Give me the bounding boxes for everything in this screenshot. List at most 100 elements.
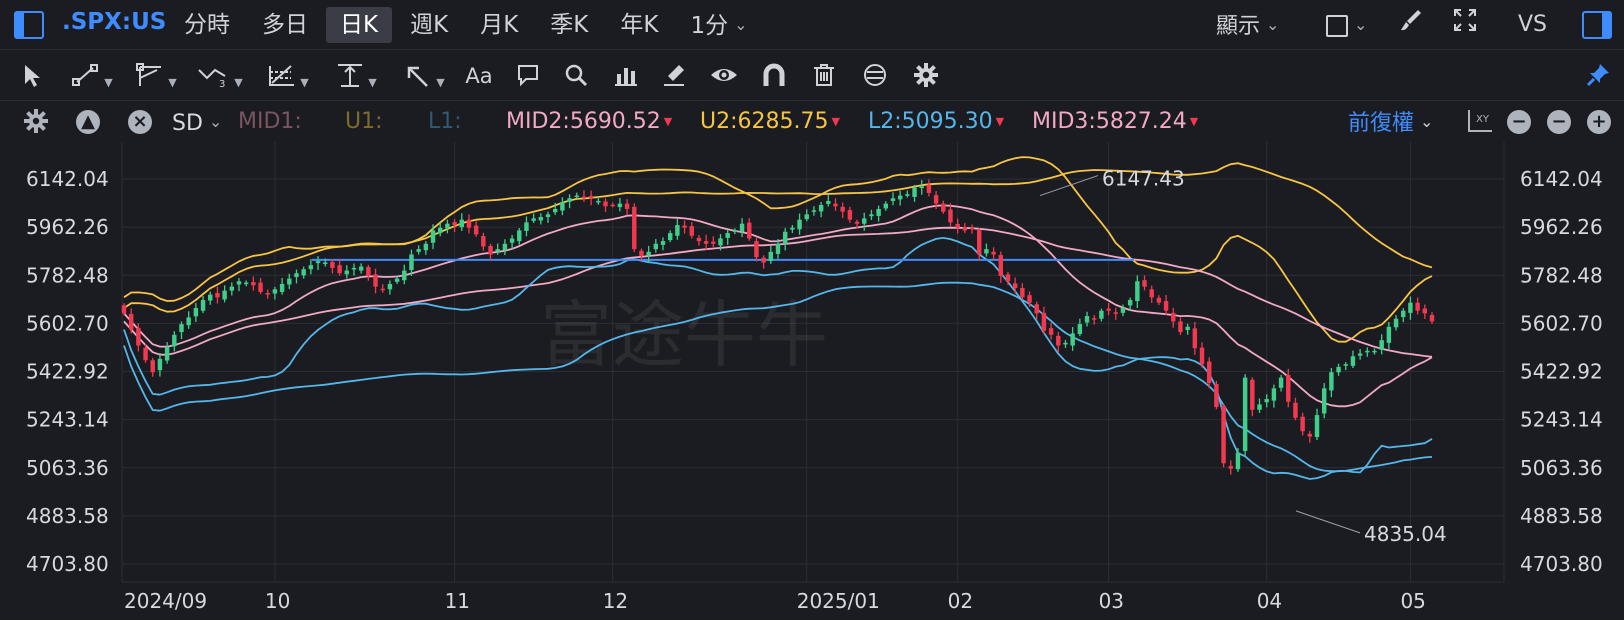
candle-body — [876, 208, 881, 216]
candles — [121, 179, 1435, 475]
y-tick-label: 5063.36 — [1520, 456, 1603, 480]
cursor-tool[interactable] — [18, 62, 44, 90]
delete-tool[interactable] — [810, 62, 838, 90]
zoom-in-icon[interactable]: + — [1587, 110, 1611, 134]
wave-tool[interactable]: 3 ▼ — [194, 62, 246, 90]
tab-yearly[interactable]: 年K — [620, 12, 659, 38]
candle-body — [272, 289, 278, 294]
candle-body — [488, 245, 493, 255]
collapse-up-icon[interactable]: ▲ — [76, 110, 100, 134]
indicator-settings-button[interactable] — [22, 108, 50, 136]
candle-body — [208, 294, 213, 301]
pin-button[interactable] — [1584, 62, 1612, 90]
sync-tool[interactable] — [860, 62, 890, 90]
brush-button[interactable] — [1398, 7, 1424, 43]
vs-button[interactable]: VS — [1518, 12, 1548, 37]
fib-tool[interactable]: ▼ — [262, 62, 314, 90]
candle-body — [1005, 274, 1011, 282]
candle-body — [682, 225, 687, 228]
candle-body — [301, 269, 306, 276]
symbol-label[interactable]: .SPX:US — [62, 9, 167, 35]
trash-icon — [814, 64, 834, 86]
tab-weekly[interactable]: 週K — [410, 12, 449, 38]
candle-body — [1142, 280, 1147, 287]
candle-body — [811, 210, 817, 212]
search-tool[interactable] — [562, 62, 590, 90]
candle-body — [1084, 316, 1090, 323]
mid2-value: MID2:5690.52 ▼ — [506, 108, 672, 136]
comment-tool[interactable] — [514, 62, 542, 90]
candle-body — [538, 217, 544, 221]
display-menu[interactable]: 顯示 ⌄ — [1216, 7, 1279, 43]
zoom-out-icon[interactable]: − — [1507, 110, 1531, 134]
candle-body — [366, 267, 371, 276]
layout-menu[interactable]: ⌄ — [1326, 7, 1367, 43]
candle-body — [912, 187, 917, 197]
candle-body — [797, 219, 802, 230]
candle-body — [186, 317, 191, 326]
down-triangle-icon: ▼ — [995, 115, 1005, 128]
tab-daily[interactable]: 日K — [326, 7, 393, 43]
candle-body — [804, 214, 809, 220]
fullscreen-button[interactable] — [1452, 7, 1478, 43]
candle-body — [193, 308, 199, 317]
candle-body — [1372, 350, 1377, 353]
tab-monthly[interactable]: 月K — [480, 12, 519, 38]
candle-body — [624, 203, 630, 209]
arrow-tool[interactable]: ▼ — [398, 62, 450, 90]
candle-body — [1365, 350, 1370, 353]
ray-tool[interactable]: ▼ — [130, 62, 182, 90]
y-tick-label: 4883.58 — [1520, 504, 1603, 528]
candle-body — [265, 293, 270, 295]
candle-body — [531, 218, 536, 221]
candle-body — [984, 249, 989, 254]
y-tick-label: 5782.48 — [1520, 263, 1603, 287]
y-tick-label: 5782.48 — [26, 263, 109, 287]
magnet-tool[interactable] — [760, 62, 788, 90]
right-panel-toggle-icon[interactable] — [1582, 11, 1612, 39]
y-tick-label: 5422.92 — [26, 360, 109, 384]
measure-tool[interactable] — [612, 62, 640, 90]
candle-body — [1264, 399, 1269, 403]
candle-body — [840, 206, 845, 212]
indicator-select[interactable]: SD ⌄ — [172, 108, 222, 136]
tab-intraday[interactable]: 分時 — [184, 12, 230, 38]
left-panel-toggle-icon[interactable] — [14, 11, 44, 39]
candle-body — [1012, 283, 1018, 288]
candle-body — [121, 305, 127, 314]
close-icon[interactable]: × — [128, 110, 152, 134]
candle-body — [1185, 326, 1190, 330]
tab-multi-day[interactable]: 多日 — [262, 12, 308, 38]
adjust-select[interactable]: 前復權 ⌄ — [1348, 108, 1433, 136]
brush-tool[interactable] — [660, 62, 688, 90]
visibility-toggle[interactable] — [708, 62, 740, 90]
zoom-out-alt-icon[interactable]: − — [1547, 110, 1571, 134]
candle-body — [545, 214, 551, 218]
candle-body — [179, 324, 184, 333]
line-tool[interactable]: ▼ — [66, 62, 118, 90]
candle-body — [818, 204, 824, 212]
down-triangle-icon: ▼ — [1189, 115, 1199, 128]
candle-body — [890, 198, 896, 201]
annotations: 6147.43 4835.04 — [1039, 167, 1447, 546]
l2-value: L2:5095.30 ▼ — [868, 108, 1004, 136]
settings-tool[interactable] — [912, 62, 940, 90]
candle-body — [1020, 287, 1025, 298]
candle-body — [1063, 342, 1068, 345]
axis-toggle[interactable]: XY — [1466, 108, 1494, 136]
candle-body — [358, 266, 364, 271]
ray-tool-icon — [136, 63, 162, 86]
candle-body — [660, 241, 666, 245]
tab-minute-label: 1分 — [690, 13, 729, 39]
candle-body — [826, 200, 831, 204]
mid3-value: MID3:5827.24 ▼ — [1032, 108, 1198, 136]
y-tick-label: 5243.14 — [1520, 408, 1603, 432]
candle-body — [409, 254, 414, 271]
level-tool[interactable]: ▼ — [330, 62, 382, 90]
candle-body — [524, 222, 529, 231]
candle-body — [380, 288, 385, 291]
tab-minute[interactable]: 1分 ⌄ — [676, 7, 761, 43]
tab-quarterly[interactable]: 季K — [550, 12, 589, 38]
text-tool[interactable]: Aa — [465, 64, 493, 88]
